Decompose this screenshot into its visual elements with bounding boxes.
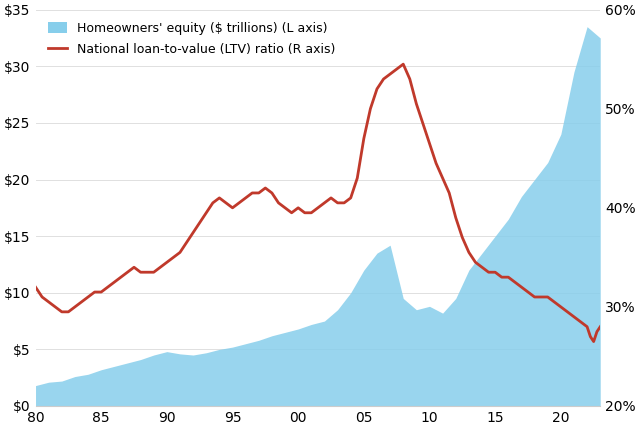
Legend: Homeowners' equity ($ trillions) (L axis), National loan-to-value (LTV) ratio (R: Homeowners' equity ($ trillions) (L axis… xyxy=(42,16,341,62)
